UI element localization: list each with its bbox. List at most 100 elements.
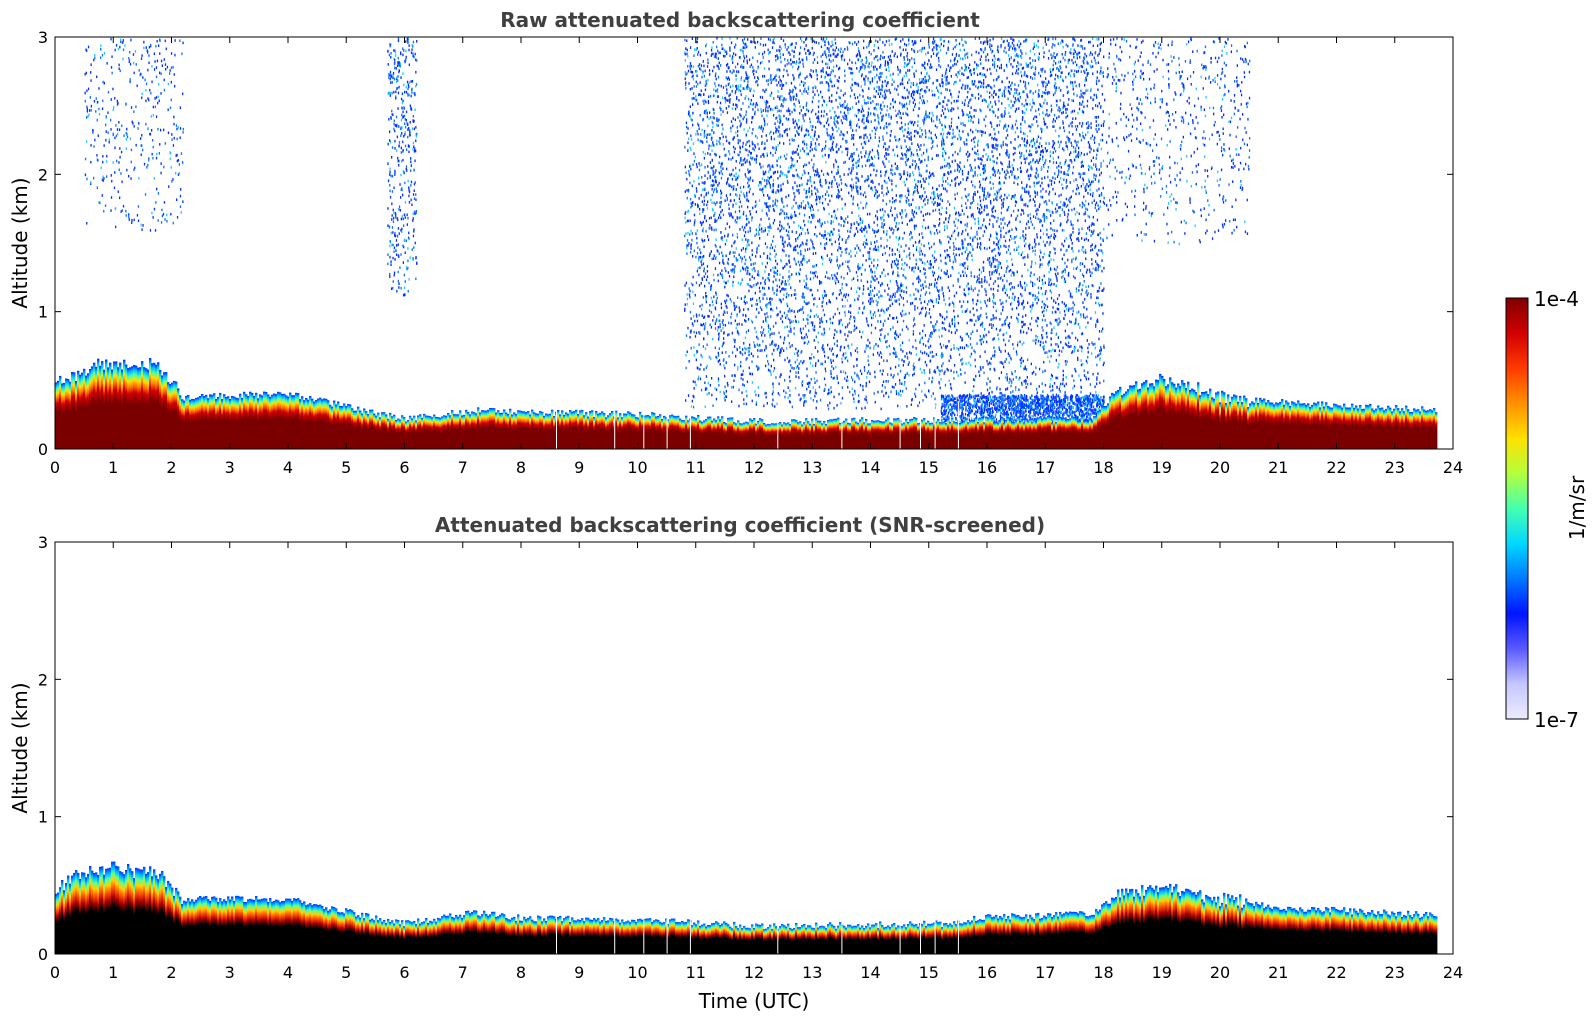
raw-noise-dot (693, 159, 696, 163)
raw-noise-dot (946, 132, 948, 136)
raw-noise-dot (92, 129, 94, 133)
raw-noise-dot (1043, 309, 1045, 313)
raw-noise-dot (965, 274, 968, 278)
raw-noise-dot (1025, 233, 1027, 237)
raw-noise-dot (1011, 126, 1014, 129)
raw-noise-dot (766, 79, 768, 83)
raw-noise-dot (94, 56, 96, 60)
raw-noise-dot (918, 358, 920, 362)
raw-noise-dot (1001, 94, 1003, 97)
raw-noise-dot (925, 52, 927, 56)
raw-noise-dot (170, 52, 173, 55)
raw-noise-dot (403, 273, 405, 277)
raw-noise-dot (1004, 376, 1007, 379)
raw-noise-dot (993, 316, 995, 320)
raw-noise-dot (827, 173, 830, 176)
raw-noise-dot (867, 115, 869, 118)
raw-noise-dot (834, 123, 836, 126)
raw-noise-dot (897, 112, 899, 116)
raw-noise-dot (1036, 233, 1038, 236)
raw-noise-dot (990, 72, 992, 75)
raw-noise-dot (974, 151, 976, 155)
raw-noise-dot (973, 140, 975, 144)
raw-noise-dot (840, 182, 843, 185)
raw-noise-dot (932, 37, 935, 41)
raw-noise-dot (389, 42, 391, 46)
raw-noise-dot (1073, 207, 1075, 211)
raw-noise-dot (172, 178, 174, 181)
raw-noise-dot (887, 307, 889, 310)
raw-noise-dot (696, 40, 698, 44)
raw-noise-dot (93, 58, 95, 62)
raw-noise-dot (858, 400, 860, 403)
raw-noise-dot (787, 396, 789, 399)
raw-noise-dot (805, 56, 808, 59)
raw-noise-dot (1011, 271, 1014, 274)
raw-noise-dot (804, 223, 806, 227)
raw-noise-dot (911, 142, 913, 145)
raw-noise-dot (944, 261, 946, 265)
raw-noise-dot (895, 337, 897, 341)
raw-noise-dot (169, 69, 171, 72)
raw-noise-dot (972, 83, 974, 86)
raw-noise-dot (964, 293, 967, 297)
raw-noise-dot (904, 62, 906, 65)
raw-noise-dot (837, 106, 839, 109)
raw-noise-dot (1008, 57, 1011, 61)
raw-noise-dot (874, 95, 877, 99)
raw-noise-dot (885, 75, 888, 79)
raw-noise-dot (1085, 122, 1088, 125)
raw-noise-dot (410, 160, 412, 164)
raw-noise-dot (747, 329, 750, 332)
raw-noise-dot (766, 233, 769, 236)
raw-noise-dot (930, 196, 932, 200)
raw-noise-dot (1081, 164, 1083, 167)
raw-noise-dot (990, 187, 992, 190)
raw-noise-dot (125, 147, 127, 150)
raw-noise-dot (953, 318, 956, 322)
raw-noise-dot (400, 52, 402, 56)
raw-noise-dot (1058, 294, 1060, 297)
raw-noise-dot (86, 89, 88, 93)
raw-noise-dot (1035, 319, 1037, 323)
raw-noise-dot (904, 208, 906, 212)
raw-noise-dot (798, 101, 800, 104)
raw-noise-dot (1093, 149, 1095, 152)
raw-noise-dot (1028, 244, 1030, 248)
raw-noise-dot (116, 99, 118, 103)
raw-noise-dot (918, 78, 921, 81)
raw-noise-dot (1095, 266, 1097, 270)
raw-noise-dot (750, 319, 753, 323)
raw-noise-dot (901, 289, 903, 293)
raw-noise-dot (398, 205, 401, 208)
raw-noise-dot (706, 392, 708, 396)
raw-noise-dot (727, 279, 729, 283)
raw-noise-dot (182, 92, 184, 96)
raw-noise-dot (853, 93, 856, 96)
raw-noise-dot (694, 219, 696, 222)
raw-noise-dot (957, 278, 959, 281)
raw-noise-dot (834, 312, 836, 316)
raw-noise-dot (857, 82, 859, 86)
raw-noise-dot (991, 136, 993, 140)
raw-noise-dot (715, 228, 717, 232)
raw-noise-dot (803, 404, 805, 407)
raw-noise-dot (145, 89, 147, 92)
raw-noise-dot (1024, 137, 1026, 141)
raw-noise-dot (897, 68, 899, 71)
raw-noise-dot (1065, 144, 1067, 148)
raw-noise-dot (699, 139, 701, 143)
raw-noise-dot (795, 238, 797, 241)
raw-noise-dot (914, 395, 917, 398)
raw-noise-dot (879, 95, 881, 98)
raw-noise-dot (907, 193, 910, 196)
raw-noise-dot (705, 291, 707, 295)
raw-noise-dot (1094, 342, 1096, 346)
raw-noise-dot (888, 123, 890, 126)
raw-noise-dot (823, 206, 825, 210)
raw-noise-dot (858, 51, 861, 55)
raw-noise-dot (933, 203, 935, 206)
raw-noise-dot (946, 189, 948, 193)
raw-noise-dot (855, 114, 858, 118)
raw-noise-dot (823, 389, 825, 392)
